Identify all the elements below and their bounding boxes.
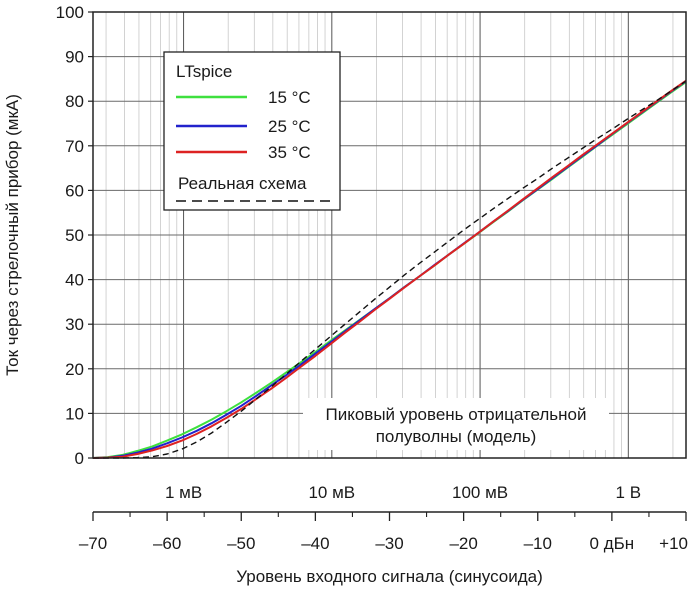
db-axis: –70 –60 –50 –40 –30 –20 –10 0 дБн +10 [79,511,688,553]
annotation-line: Пиковый уровень отрицательной [326,405,587,424]
db-tick-label: –60 [153,534,181,553]
x-axis-title: Уровень входного сигнала (синусоида) [236,567,543,586]
y-tick-label: 20 [65,360,84,379]
db-tick-label: –50 [227,534,255,553]
db-tick-label: –20 [449,534,477,553]
db-tick-label: –30 [375,534,403,553]
legend-title: LTspice [176,62,232,81]
y-tick-label: 90 [65,48,84,67]
y-tick-label: 70 [65,137,84,156]
voltage-tick-label: 1 В [616,483,642,502]
legend-entry-label: Реальная схема [178,174,307,193]
series-line [93,80,687,459]
legend: LTspice 15 °C 25 °C 35 °C Реальная схема [163,51,341,211]
legend-entry-label: 35 °C [268,143,311,162]
y-ticks: 0 10 20 30 40 50 60 70 80 90 100 [56,3,93,468]
db-tick-label: –10 [524,534,552,553]
y-tick-label: 80 [65,92,84,111]
legend-entry-label: 25 °C [268,117,311,136]
voltage-tick-label: 1 мВ [165,483,202,502]
y-tick-label: 40 [65,271,84,290]
y-tick-label: 100 [56,3,84,22]
annotation-line: полуволны (модель) [376,427,537,446]
annotation-background [303,398,609,450]
y-tick-label: 60 [65,181,84,200]
y-tick-label: 50 [65,226,84,245]
series-line [92,79,687,459]
y-tick-label: 0 [75,449,84,468]
legend-box [163,51,341,211]
series-layer [92,79,687,459]
y-tick-label: 30 [65,315,84,334]
voltage-tick-label: 10 мВ [308,483,355,502]
y-tick-label: 10 [65,404,84,423]
legend-entry-label: 15 °C [268,88,311,107]
voltage-ticks: 1 мВ 10 мВ 100 мВ 1 В [165,483,641,502]
voltage-tick-label: 100 мВ [452,483,508,502]
db-tick-label: 0 дБн [590,534,635,553]
y-axis-title: Ток через стрелочный прибор (мкА) [3,94,22,376]
db-tick-label: –70 [79,534,107,553]
db-tick-label: –40 [301,534,329,553]
annotation-box: Пиковый уровень отрицательной полуволны (… [303,398,609,450]
db-tick-label: +10 [659,534,688,553]
